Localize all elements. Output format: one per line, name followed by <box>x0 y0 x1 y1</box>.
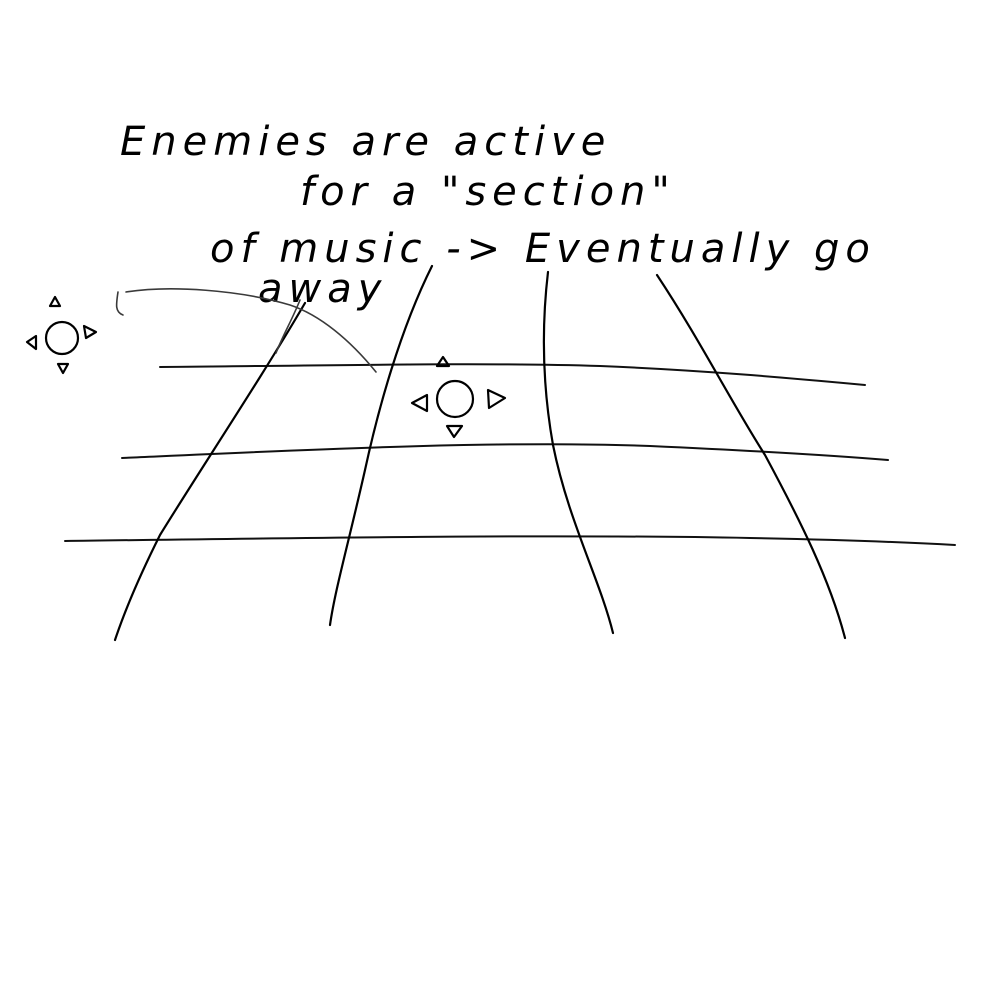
pointer-arrow-line <box>115 291 124 316</box>
handwritten-note: Enemies are active for a "section" of mu… <box>120 119 876 312</box>
circle-with-four-arrows-icon <box>435 379 475 419</box>
arrow-up-icon <box>435 355 451 368</box>
grid-vertical-lines <box>113 264 847 642</box>
pointer-arrow-curve <box>125 288 377 373</box>
grid-row-line-2 <box>121 443 889 461</box>
arrow-left-icon <box>25 334 38 351</box>
grid-row-line-1 <box>159 363 866 386</box>
arrow-down-icon <box>56 362 70 375</box>
arrow-right-icon <box>486 388 507 410</box>
arrow-right-icon <box>82 324 98 340</box>
grid-column-line-1 <box>113 301 307 642</box>
note-line-4: away <box>258 266 387 312</box>
arrow-down-icon <box>445 424 464 439</box>
grid-horizontal-lines <box>64 363 956 546</box>
note-line-2: for a "section" <box>300 169 676 215</box>
grid-column-line-4 <box>655 273 847 640</box>
pointer-arrow <box>115 288 377 373</box>
grid-column-line-3 <box>542 270 615 635</box>
grid-row-line-3 <box>64 535 956 546</box>
circle-with-four-arrows-icon <box>44 320 80 356</box>
enemy-on-grid-sprite <box>410 355 507 439</box>
pointer-arrow-tick <box>275 299 301 354</box>
enemy-offgrid-sprite <box>25 295 98 375</box>
note-line-3: of music -> Eventually go <box>210 226 876 272</box>
note-line-1: Enemies are active <box>120 119 611 165</box>
arrow-left-icon <box>410 393 429 413</box>
grid-column-line-2 <box>328 264 434 627</box>
arrow-up-icon <box>48 295 62 308</box>
